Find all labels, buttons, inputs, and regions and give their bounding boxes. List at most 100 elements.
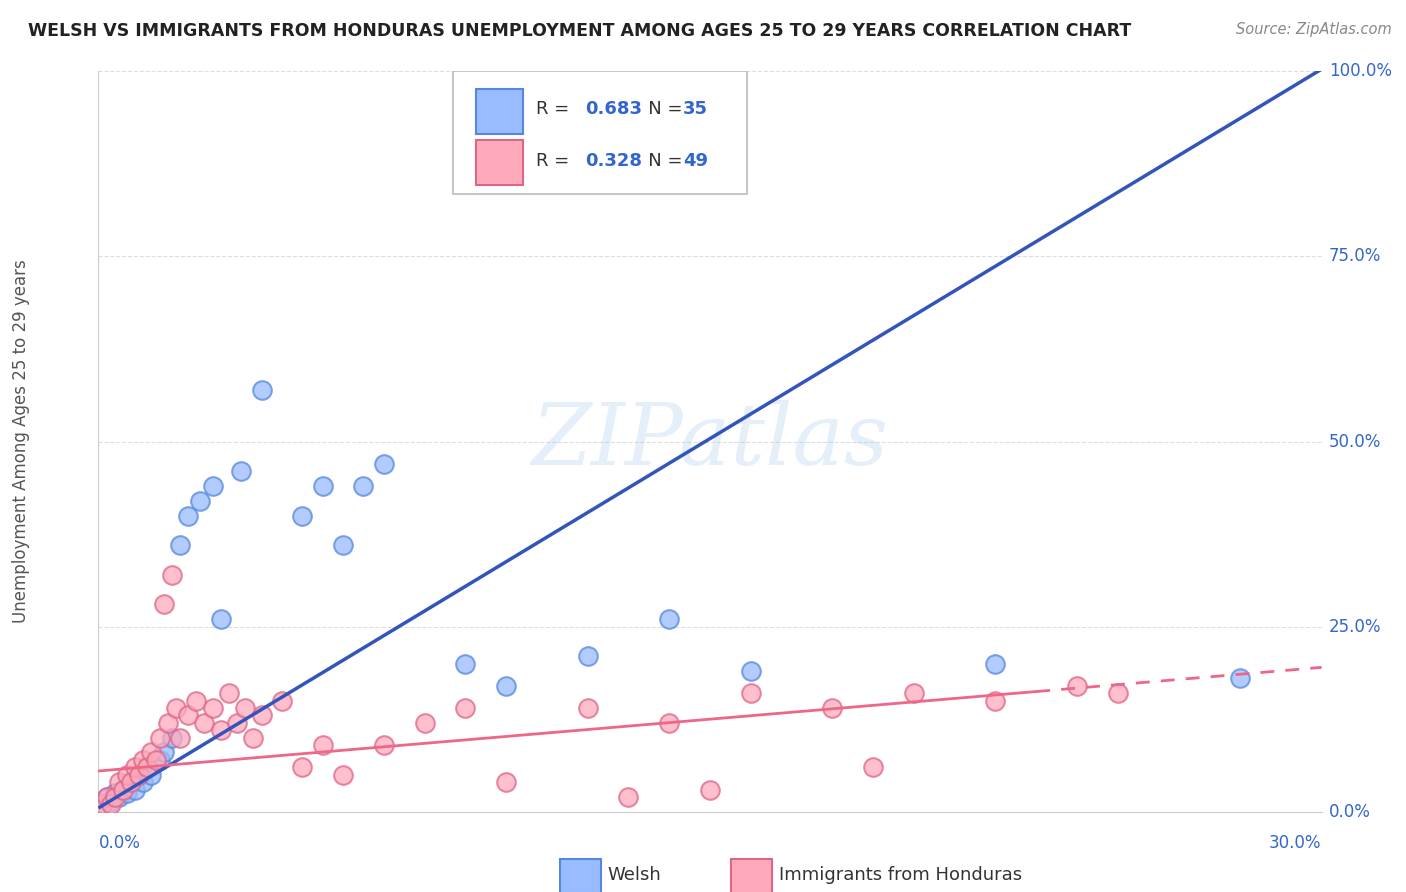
Point <box>100 797 122 812</box>
Point <box>250 708 273 723</box>
Point <box>141 767 163 781</box>
Point <box>169 731 191 745</box>
Point <box>270 694 294 708</box>
Point <box>120 775 142 789</box>
Point <box>218 686 240 700</box>
Text: 100.0%: 100.0% <box>1329 62 1392 80</box>
Point <box>862 760 884 774</box>
Point <box>128 767 150 781</box>
Point <box>136 760 159 774</box>
Point <box>250 383 273 397</box>
Point <box>658 715 681 730</box>
Point <box>104 789 127 804</box>
FancyBboxPatch shape <box>560 859 602 892</box>
Point <box>209 723 232 738</box>
Point <box>145 753 167 767</box>
FancyBboxPatch shape <box>453 71 747 194</box>
Text: 0.328: 0.328 <box>585 152 643 170</box>
Point <box>115 767 138 781</box>
Point <box>291 508 314 523</box>
Point <box>332 767 354 781</box>
Point <box>115 786 138 800</box>
Point <box>454 657 477 671</box>
Point <box>177 508 200 523</box>
Point <box>699 782 721 797</box>
FancyBboxPatch shape <box>477 140 523 186</box>
Point <box>124 782 146 797</box>
Point <box>193 715 215 730</box>
Point <box>124 760 146 774</box>
Point <box>186 694 208 708</box>
FancyBboxPatch shape <box>477 88 523 134</box>
Point <box>108 775 131 789</box>
Point <box>165 701 187 715</box>
Text: 0.683: 0.683 <box>585 101 643 119</box>
Point <box>156 715 179 730</box>
Point <box>413 715 436 730</box>
Text: 50.0%: 50.0% <box>1329 433 1381 450</box>
Point <box>332 538 354 552</box>
Point <box>658 612 681 626</box>
Point <box>149 753 172 767</box>
Point <box>152 598 174 612</box>
Point <box>120 775 142 789</box>
Point <box>231 464 253 478</box>
Point <box>821 701 844 715</box>
Point <box>373 457 395 471</box>
Point <box>373 738 395 752</box>
FancyBboxPatch shape <box>731 859 772 892</box>
Text: Source: ZipAtlas.com: Source: ZipAtlas.com <box>1236 22 1392 37</box>
Point <box>96 789 118 804</box>
Text: 0.0%: 0.0% <box>1329 803 1371 821</box>
Text: 25.0%: 25.0% <box>1329 617 1381 636</box>
Text: 30.0%: 30.0% <box>1270 834 1322 852</box>
Point <box>312 738 335 752</box>
Point <box>132 775 155 789</box>
Point <box>201 701 224 715</box>
Point <box>111 782 134 797</box>
Point <box>201 479 224 493</box>
Text: R =: R = <box>536 101 575 119</box>
Point <box>111 782 134 797</box>
Point <box>352 479 374 493</box>
Text: 49: 49 <box>683 152 709 170</box>
Text: 75.0%: 75.0% <box>1329 247 1381 266</box>
Point <box>903 686 925 700</box>
Point <box>1229 672 1251 686</box>
Text: WELSH VS IMMIGRANTS FROM HONDURAS UNEMPLOYMENT AMONG AGES 25 TO 29 YEARS CORRELA: WELSH VS IMMIGRANTS FROM HONDURAS UNEMPL… <box>28 22 1132 40</box>
Text: Immigrants from Honduras: Immigrants from Honduras <box>779 865 1022 884</box>
Point <box>160 731 183 745</box>
Point <box>136 760 159 774</box>
Point <box>1107 686 1129 700</box>
Point <box>149 731 172 745</box>
Point <box>576 701 599 715</box>
Point <box>104 786 127 800</box>
Point <box>188 493 212 508</box>
Point <box>984 694 1007 708</box>
Point <box>291 760 314 774</box>
Point <box>91 797 114 812</box>
Point <box>312 479 335 493</box>
Text: N =: N = <box>630 101 688 119</box>
Point <box>128 767 150 781</box>
Point <box>160 567 183 582</box>
Point <box>108 789 131 804</box>
Point <box>152 746 174 760</box>
Point <box>100 794 122 808</box>
Point <box>454 701 477 715</box>
Point <box>91 797 114 812</box>
Point <box>96 789 118 804</box>
Text: Welsh: Welsh <box>607 865 661 884</box>
Text: N =: N = <box>630 152 688 170</box>
Point <box>242 731 264 745</box>
Text: 0.0%: 0.0% <box>98 834 141 852</box>
Text: ZIPatlas: ZIPatlas <box>531 401 889 483</box>
Point <box>1066 679 1088 693</box>
Point <box>740 664 762 678</box>
Point <box>141 746 163 760</box>
Point <box>169 538 191 552</box>
Point <box>617 789 640 804</box>
Point <box>576 649 599 664</box>
Point <box>177 708 200 723</box>
Text: 35: 35 <box>683 101 709 119</box>
